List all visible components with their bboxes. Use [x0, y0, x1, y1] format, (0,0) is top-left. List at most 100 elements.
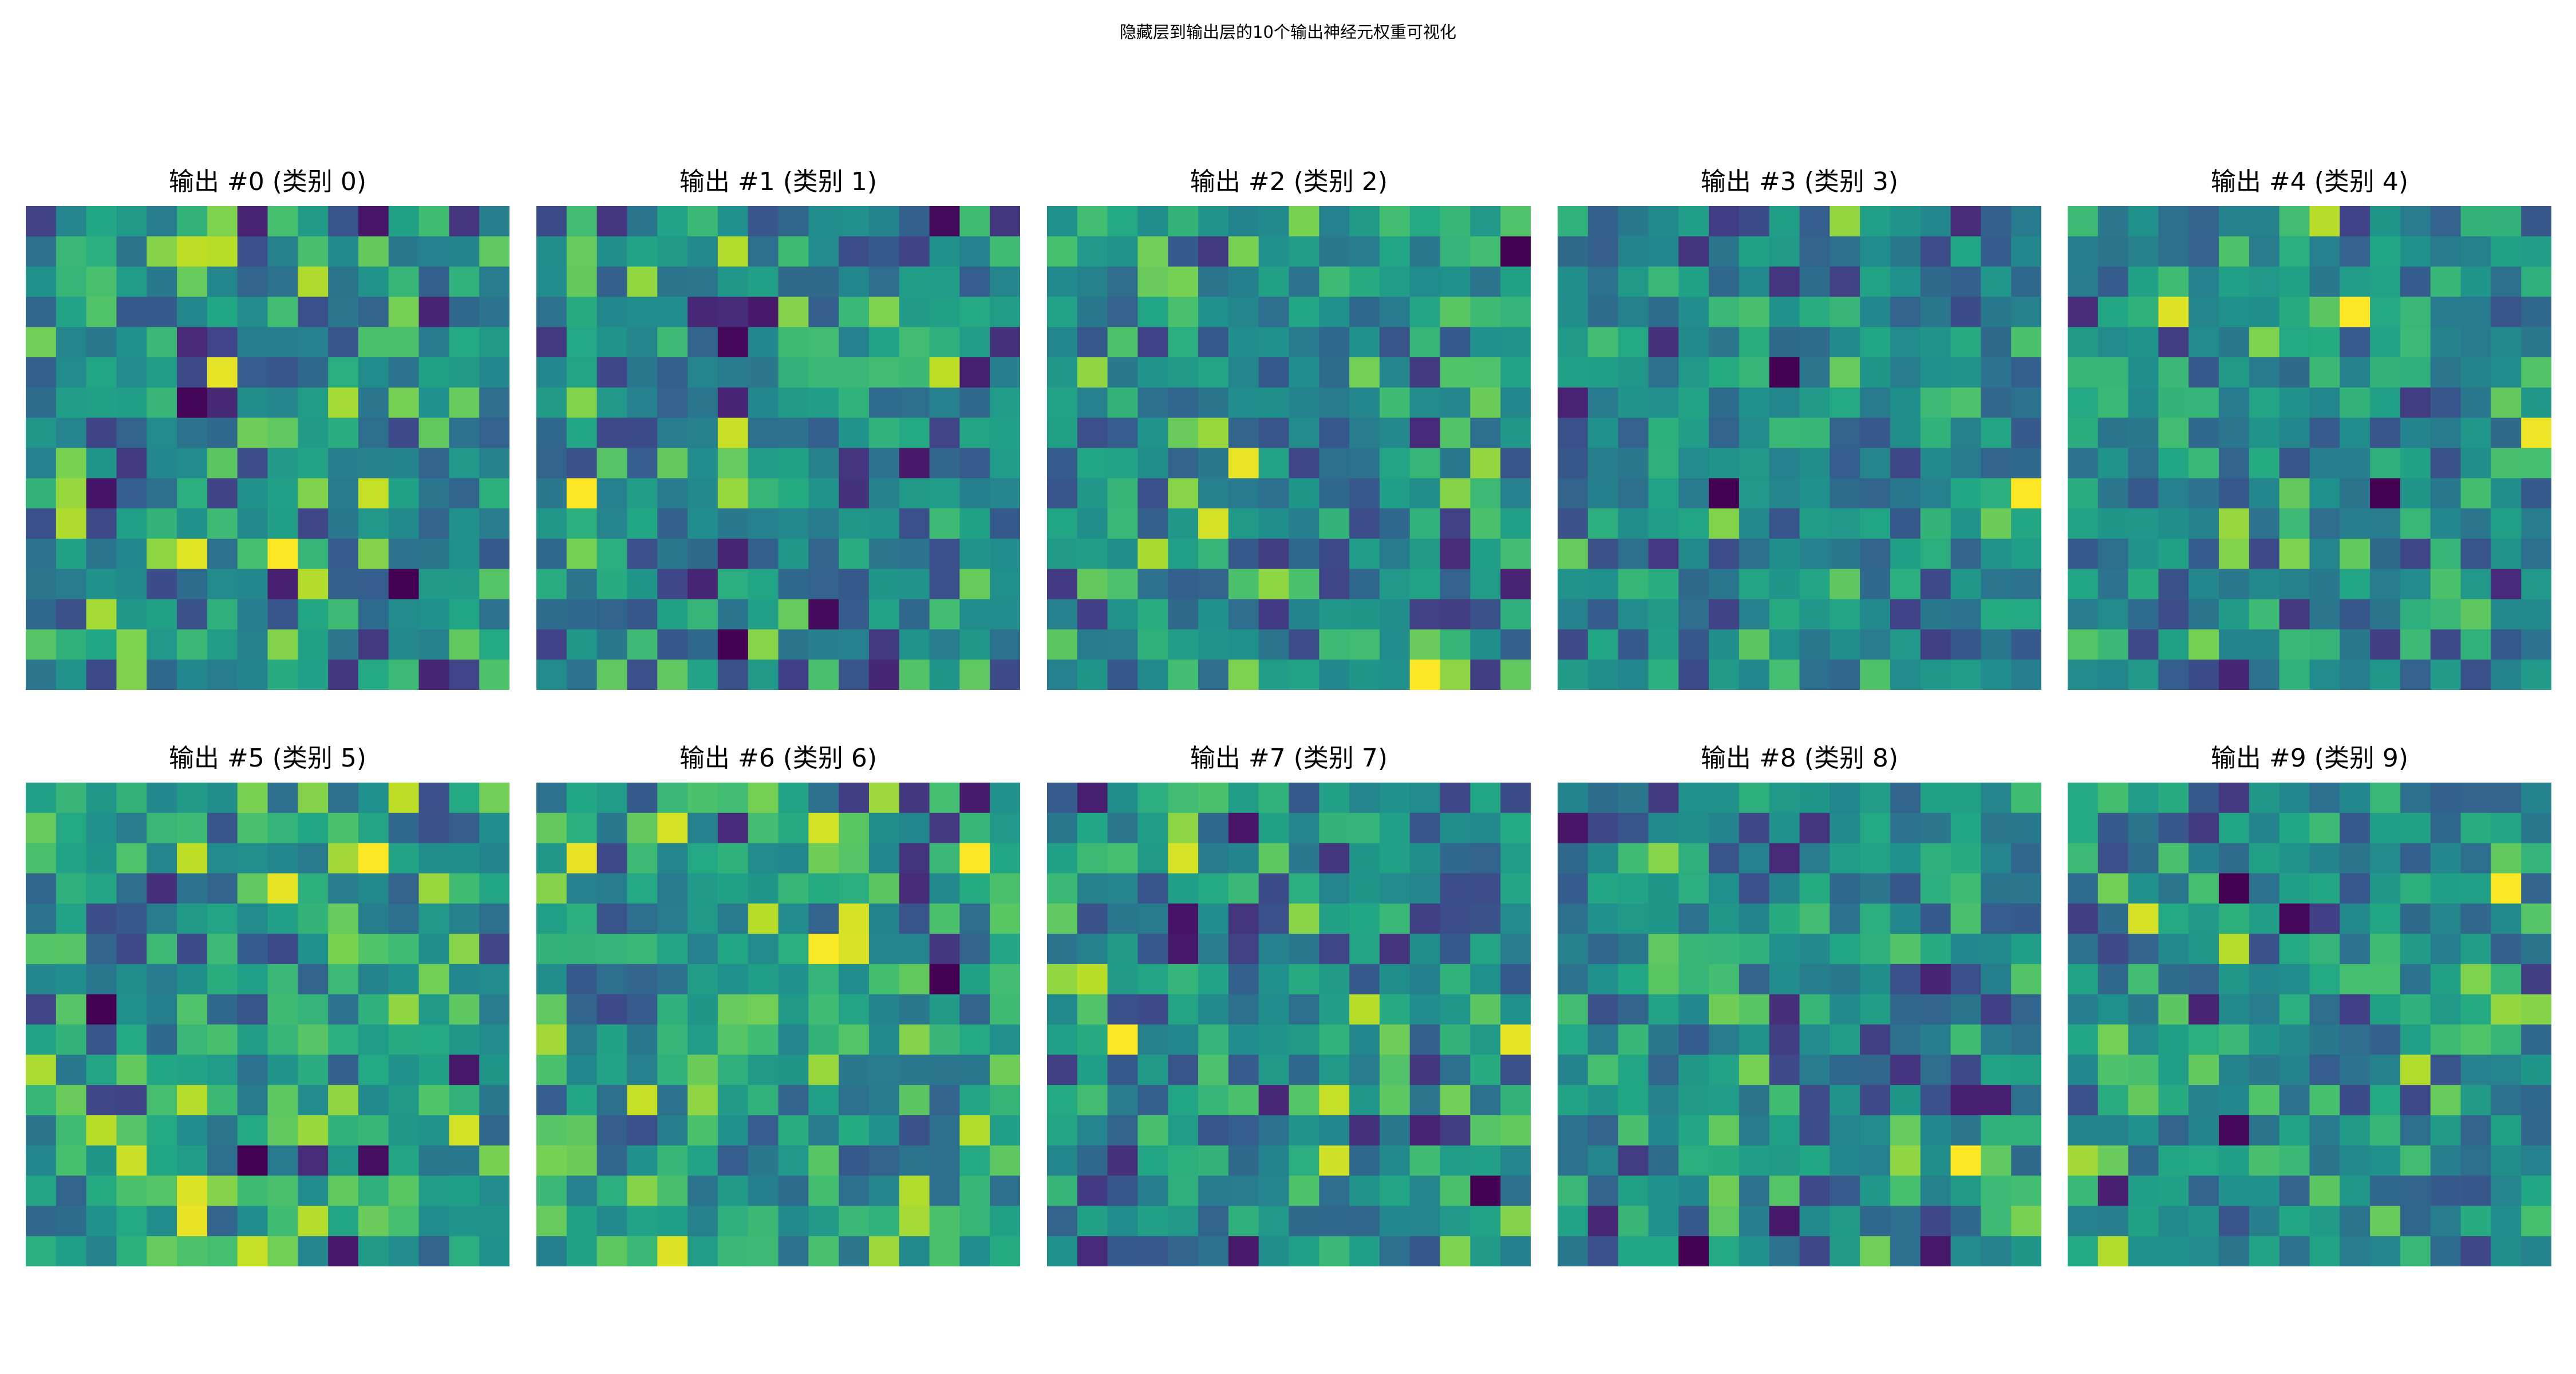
heatmap-3-cell-9-2 — [1618, 478, 1649, 509]
heatmap-4-cell-8-13 — [2460, 448, 2491, 479]
heatmap-5-cell-8-9 — [298, 1024, 329, 1055]
heatmap-6-cell-15-1 — [566, 1236, 598, 1266]
heatmap-0-cell-7-1 — [56, 417, 87, 449]
heatmap-9-cell-4-7 — [2279, 903, 2310, 934]
heatmap-2-cell-14-0 — [1047, 629, 1078, 660]
heatmap-9-cell-4-10 — [2370, 903, 2401, 934]
heatmap-5-cell-14-12 — [388, 1206, 420, 1237]
heatmap-2-cell-14-7 — [1258, 629, 1290, 660]
heatmap-4-cell-15-0 — [2068, 660, 2099, 690]
heatmap-2-cell-7-8 — [1289, 417, 1319, 449]
heatmap-2-cell-1-3 — [1137, 236, 1168, 267]
heatmap-5-cell-15-0 — [26, 1236, 57, 1266]
heatmap-6-cell-14-7 — [748, 1206, 779, 1237]
heatmap-6-cell-5-1 — [566, 934, 598, 965]
heatmap-3-cell-3-14 — [1981, 297, 2012, 327]
heatmap-3-cell-13-14 — [1981, 599, 2012, 630]
heatmap-6-cell-6-0 — [536, 964, 567, 995]
heatmap-5-cell-13-4 — [147, 1175, 177, 1206]
heatmap-5-cell-9-13 — [418, 1055, 449, 1085]
heatmap-3-cell-6-7 — [1769, 387, 1800, 418]
heatmap-4-cell-10-1 — [2097, 508, 2129, 539]
heatmap-4-cell-4-8 — [2309, 327, 2340, 358]
heatmap-8-cell-3-9 — [1830, 873, 1860, 904]
heatmap-5-cell-12-8 — [267, 1145, 298, 1176]
heatmap-7-cell-14-5 — [1198, 1206, 1229, 1237]
heatmap-6-cell-8-0 — [536, 1024, 567, 1055]
heatmap-2-cell-15-5 — [1198, 660, 1229, 690]
heatmap-3-cell-4-9 — [1830, 327, 1860, 358]
heatmap-3-cell-0-11 — [1890, 206, 1921, 237]
heatmap-1-cell-8-0 — [536, 448, 567, 479]
heatmap-5-cell-6-9 — [298, 964, 329, 995]
heatmap-0-cell-11-6 — [207, 538, 238, 570]
heatmap-0-cell-11-10 — [328, 538, 359, 570]
heatmap-5-cell-9-1 — [56, 1055, 87, 1085]
heatmap-9-cell-7-6 — [2249, 994, 2280, 1025]
heatmap-3-cell-0-12 — [1920, 206, 1951, 237]
heatmap-5-cell-0-13 — [418, 783, 449, 814]
heatmap-6-cell-12-14 — [959, 1145, 990, 1176]
heatmap-6-cell-0-15 — [990, 783, 1020, 814]
heatmap-6-cell-13-5 — [688, 1175, 718, 1206]
heatmap-1-cell-11-11 — [868, 538, 900, 570]
heatmap-1-cell-3-2 — [596, 297, 628, 327]
heatmap-2-cell-13-5 — [1198, 599, 1229, 630]
heatmap-4-cell-4-3 — [2158, 327, 2189, 358]
heatmap-0-cell-0-3 — [116, 206, 147, 237]
heatmap-6-cell-13-1 — [566, 1175, 598, 1206]
heatmap-5-cell-9-8 — [267, 1055, 298, 1085]
heatmap-9-cell-12-3 — [2158, 1145, 2189, 1176]
heatmap-5-cell-14-4 — [147, 1206, 177, 1237]
heatmap-4-cell-8-15 — [2521, 448, 2551, 479]
heatmap-2-cell-2-14 — [1470, 266, 1501, 298]
heatmap-2-cell-13-8 — [1289, 599, 1319, 630]
heatmap-4-cell-5-3 — [2158, 357, 2189, 388]
heatmap-7-cell-12-15 — [1500, 1145, 1531, 1176]
heatmap-5-cell-5-15 — [479, 934, 509, 965]
heatmap-2-cell-7-2 — [1107, 417, 1139, 449]
heatmap-2-cell-6-14 — [1470, 387, 1501, 418]
heatmap-2-cell-13-2 — [1107, 599, 1139, 630]
heatmap-4-cell-0-11 — [2400, 206, 2431, 237]
heatmap-5-cell-1-10 — [328, 812, 359, 844]
heatmap-3-cell-4-3 — [1648, 327, 1679, 358]
heatmap-6-cell-4-12 — [899, 903, 930, 934]
heatmap-8-cell-8-10 — [1860, 1024, 1891, 1055]
heatmap-8-cell-6-5 — [1709, 964, 1740, 995]
heatmap-4-cell-4-15 — [2521, 327, 2551, 358]
heatmap-8-cell-15-14 — [1981, 1236, 2012, 1266]
heatmap-4-cell-0-5 — [2219, 206, 2250, 237]
heatmap-2-cell-9-0 — [1047, 478, 1078, 509]
heatmap-0-cell-9-15 — [479, 478, 509, 509]
heatmap-8-cell-0-13 — [1950, 783, 1981, 814]
heatmap-0-cell-14-8 — [267, 629, 298, 660]
heatmap-9-cell-4-14 — [2491, 903, 2522, 934]
heatmap-8-cell-9-12 — [1920, 1055, 1951, 1085]
heatmap-6-cell-11-8 — [778, 1115, 809, 1146]
heatmap-0-cell-3-7 — [237, 297, 268, 327]
heatmap-1-cell-0-4 — [657, 206, 688, 237]
heatmap-1-cell-13-7 — [748, 599, 779, 630]
heatmap-0-cell-13-5 — [177, 599, 208, 630]
heatmap-6-cell-14-1 — [566, 1206, 598, 1237]
heatmap-8-cell-10-4 — [1678, 1085, 1709, 1116]
heatmap-8-cell-12-0 — [1558, 1145, 1589, 1176]
heatmap-7-cell-10-5 — [1198, 1085, 1229, 1116]
heatmap-8-cell-11-3 — [1648, 1115, 1679, 1146]
heatmap-6-cell-13-8 — [778, 1175, 809, 1206]
heatmap-0-cell-8-14 — [449, 448, 480, 479]
heatmap-9-cell-0-8 — [2309, 783, 2340, 814]
heatmap-9-cell-0-7 — [2279, 783, 2310, 814]
heatmap-6-cell-3-4 — [657, 873, 688, 904]
heatmap-9-cell-4-6 — [2249, 903, 2280, 934]
heatmap-7-cell-8-5 — [1198, 1024, 1229, 1055]
heatmap-3-cell-7-7 — [1769, 417, 1800, 449]
heatmap-4-cell-10-10 — [2370, 508, 2401, 539]
heatmap-4-cell-6-3 — [2158, 387, 2189, 418]
heatmap-8-cell-12-11 — [1890, 1145, 1921, 1176]
heatmap-2-cell-4-13 — [1440, 327, 1471, 358]
heatmap-7-cell-14-10 — [1349, 1206, 1380, 1237]
heatmap-5-cell-10-9 — [298, 1085, 329, 1116]
heatmap-6-cell-1-13 — [929, 812, 960, 844]
